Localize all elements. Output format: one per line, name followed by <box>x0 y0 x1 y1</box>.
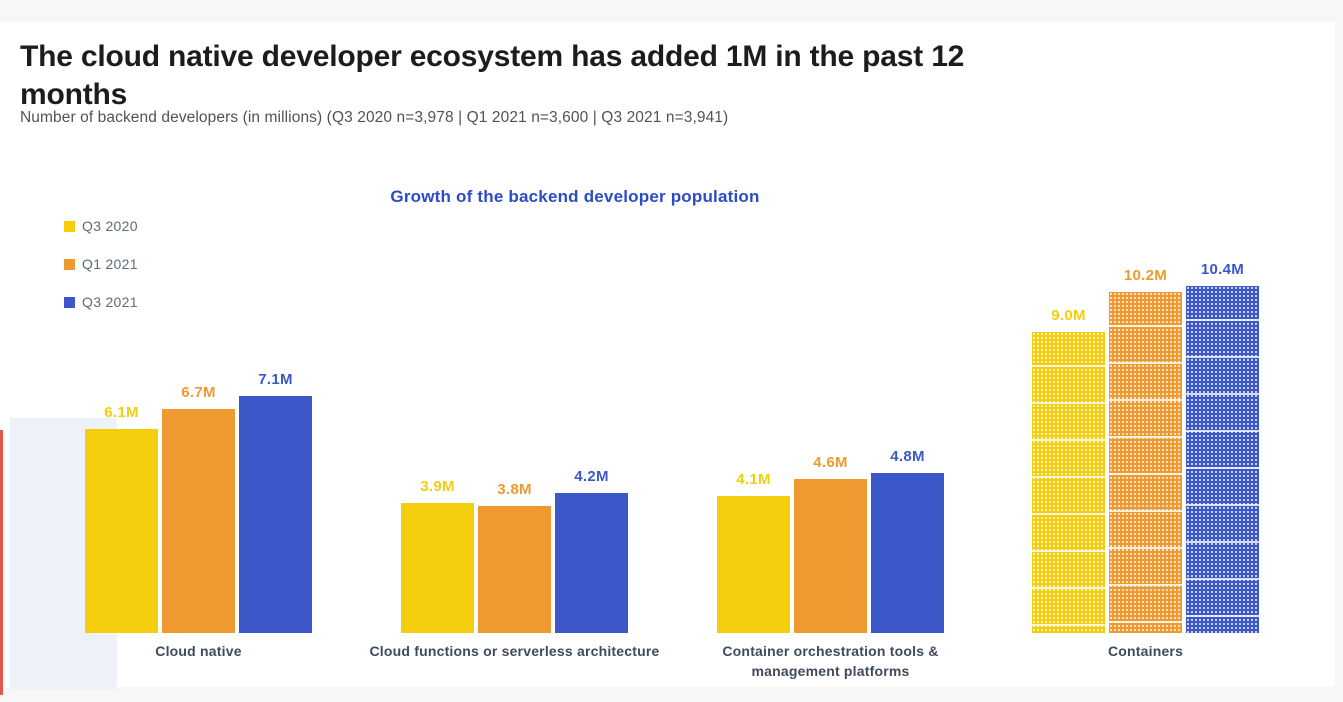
bar-value-label: 3.9M <box>420 478 455 495</box>
bar-value-label: 6.7M <box>181 384 216 401</box>
category-label: Cloud functions or serverless architectu… <box>369 643 660 659</box>
legend-item-q3-2020: Q3 2020 <box>64 215 138 237</box>
legend-item-q1-2021: Q1 2021 <box>64 253 138 275</box>
chart-legend: Q3 2020 Q1 2021 Q3 2021 <box>64 215 138 329</box>
decorative-red-line <box>0 430 3 695</box>
bar-value-label: 10.4M <box>1200 261 1245 278</box>
bar-value-label: 9.0M <box>1051 307 1086 324</box>
bar-q3-2020-cat0 <box>85 429 158 633</box>
legend-swatch-q3-2021 <box>64 296 75 308</box>
bar-value-label: 4.6M <box>813 454 848 471</box>
page-title-line-2: months <box>20 77 128 111</box>
bar-value-label: 6.1M <box>104 404 139 421</box>
legend-item-q3-2021: Q3 2021 <box>64 291 138 313</box>
bar-q3-2020-cat2 <box>717 496 790 633</box>
bar-value-label: 3.8M <box>497 481 532 498</box>
bar-value-label: 10.2M <box>1123 267 1168 284</box>
bar-value-label: 4.2M <box>574 468 609 485</box>
bar-value-label: 4.8M <box>890 448 925 465</box>
page-title-line-1: The cloud native developer ecosystem has… <box>20 40 965 74</box>
bar-q3-2021-cat2 <box>871 473 944 633</box>
category-label: Cloud native <box>155 643 242 659</box>
bar-value-label: 7.1M <box>258 371 293 388</box>
chart-title: Growth of the backend developer populati… <box>390 187 760 206</box>
category-label: Containers <box>1107 643 1184 659</box>
bar-q1-2021-cat0 <box>162 409 235 633</box>
bar-q3-2021-cat0 <box>239 396 312 633</box>
legend-label-q3-2021: Q3 2021 <box>82 294 138 310</box>
bar-q3-2020-cat1 <box>401 503 474 633</box>
legend-swatch-q3-2020 <box>64 220 75 232</box>
bar-q1-2021-cat1 <box>478 506 551 633</box>
legend-label-q3-2020: Q3 2020 <box>82 218 138 234</box>
bar-value-label: 4.1M <box>736 471 771 488</box>
bar-q3-2021-cat3 <box>1186 286 1259 633</box>
page-subtitle: Number of backend developers (in million… <box>20 109 729 126</box>
bar-q3-2021-cat1 <box>555 493 628 633</box>
category-label: Container orchestration tools & manageme… <box>722 643 939 679</box>
legend-label-q1-2021: Q1 2021 <box>82 256 138 272</box>
bar-q3-2020-cat3 <box>1032 332 1105 633</box>
page-title: The cloud native developer ecosystem has… <box>20 38 1320 114</box>
legend-swatch-q1-2021 <box>64 258 75 270</box>
bar-q1-2021-cat2 <box>794 479 867 633</box>
bar-q1-2021-cat3 <box>1109 292 1182 633</box>
